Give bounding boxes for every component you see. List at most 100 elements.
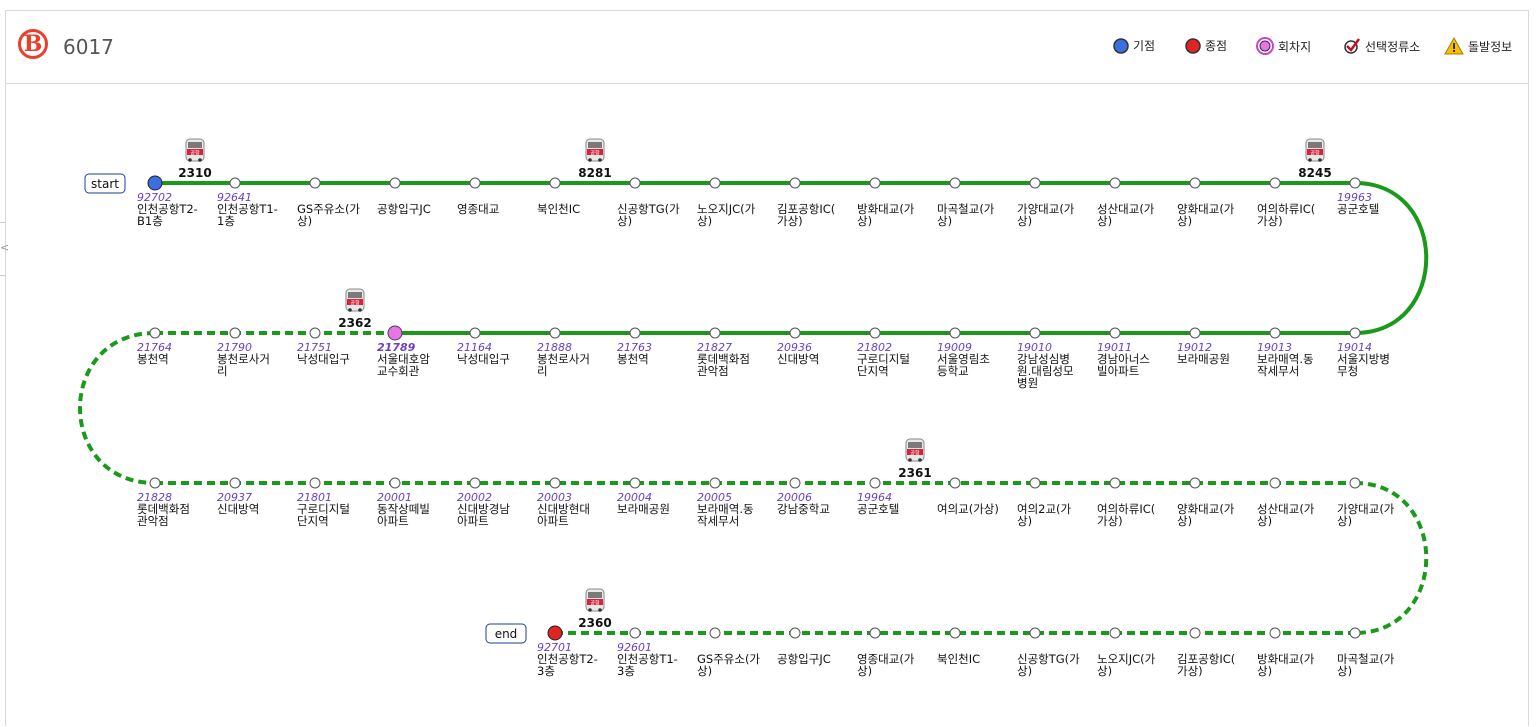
station-marker[interactable]	[309, 177, 321, 189]
station[interactable]: 신공항TG(가상)	[617, 177, 680, 228]
bus-marker[interactable]: 공항 2361	[898, 438, 932, 480]
bus-marker[interactable]: 공항 2362	[338, 288, 372, 330]
station-marker[interactable]	[629, 327, 641, 339]
station[interactable]: 김포공항IC(가상)	[777, 177, 835, 228]
station-marker[interactable]	[1269, 327, 1281, 339]
station[interactable]: 북인천IC	[937, 627, 980, 666]
station-marker[interactable]	[1349, 477, 1361, 489]
station[interactable]: GS주유소(가상)	[697, 627, 760, 678]
station-marker[interactable]	[1349, 327, 1361, 339]
bus-marker[interactable]: 공항 8245	[1298, 138, 1332, 180]
station[interactable]: 여의교(가상)	[937, 477, 999, 516]
station-marker[interactable]	[869, 177, 881, 189]
station-marker[interactable]	[1029, 477, 1041, 489]
station-marker[interactable]	[869, 327, 881, 339]
station-marker[interactable]	[469, 177, 481, 189]
station-marker[interactable]	[149, 327, 161, 339]
station-marker[interactable]	[789, 627, 801, 639]
station[interactable]: 방화대교(가상)	[1257, 627, 1315, 678]
station-marker[interactable]	[709, 327, 721, 339]
station[interactable]: 성산대교(가상)	[1097, 177, 1155, 228]
station[interactable]: 여의하류IC(가상)	[1097, 477, 1155, 528]
station-marker[interactable]	[709, 627, 721, 639]
station[interactable]: 신공항TG(가상)	[1017, 627, 1080, 678]
station-marker[interactable]	[789, 477, 801, 489]
station[interactable]: 영종대교(가상)	[857, 627, 915, 678]
station[interactable]: GS주유소(가상)	[297, 177, 360, 228]
station-marker[interactable]	[629, 627, 641, 639]
station-marker[interactable]	[1029, 627, 1041, 639]
station-marker[interactable]	[869, 627, 881, 639]
bus-marker[interactable]: 공항 8281	[578, 138, 612, 180]
station-marker[interactable]	[789, 177, 801, 189]
station-marker[interactable]	[709, 177, 721, 189]
station[interactable]: 방화대교(가상)	[857, 177, 915, 228]
station[interactable]: 여의하류IC(가상)	[1257, 177, 1315, 228]
station-marker[interactable]	[949, 177, 961, 189]
station[interactable]: 공항입구JC	[777, 627, 831, 666]
station[interactable]: 가양대교(가상)	[1337, 477, 1395, 528]
station[interactable]: 양화대교(가상)	[1177, 477, 1235, 528]
station-marker[interactable]	[709, 477, 721, 489]
station[interactable]: 양화대교(가상)	[1177, 177, 1235, 228]
station-marker[interactable]	[229, 327, 241, 339]
station-marker[interactable]	[789, 327, 801, 339]
station-marker[interactable]	[549, 327, 561, 339]
station[interactable]: 영종대교	[457, 177, 499, 216]
station[interactable]: 여의2교(가상)	[1017, 477, 1072, 528]
station[interactable]: 노오지JC(가상)	[1097, 627, 1156, 678]
station-marker[interactable]	[469, 477, 481, 489]
station-marker[interactable]	[549, 177, 561, 189]
station-marker[interactable]	[1109, 477, 1121, 489]
station-marker[interactable]	[549, 477, 561, 489]
station-marker[interactable]	[1189, 477, 1201, 489]
station-marker[interactable]	[629, 177, 641, 189]
station-marker[interactable]	[629, 477, 641, 489]
station-marker[interactable]	[229, 177, 241, 189]
bus-marker[interactable]: 공항 2310	[178, 138, 212, 180]
station-marker[interactable]	[309, 477, 321, 489]
station-marker[interactable]	[1349, 177, 1361, 189]
station-marker[interactable]	[1269, 627, 1281, 639]
station-marker[interactable]	[949, 627, 961, 639]
station[interactable]: 가양대교(가상)	[1017, 177, 1075, 228]
station-marker[interactable]	[547, 625, 563, 641]
station-marker[interactable]	[1109, 177, 1121, 189]
station-marker[interactable]	[949, 477, 961, 489]
station-marker[interactable]	[1189, 627, 1201, 639]
station-marker[interactable]	[1269, 477, 1281, 489]
station-marker[interactable]	[1029, 327, 1041, 339]
bus-marker[interactable]: 공항 2360	[578, 588, 612, 630]
station[interactable]: 공항입구JC	[377, 177, 431, 216]
station-marker[interactable]	[1189, 327, 1201, 339]
station-marker[interactable]	[1109, 627, 1121, 639]
station-marker[interactable]	[1109, 327, 1121, 339]
